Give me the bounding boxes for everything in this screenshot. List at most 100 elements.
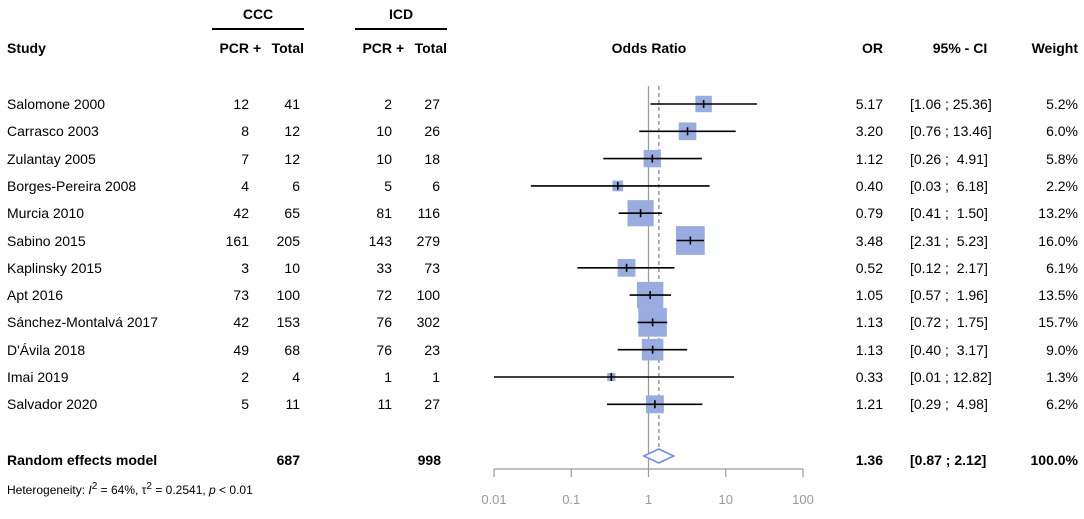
ccc-pcr-cell: 42 <box>233 205 249 221</box>
or-cell: 5.17 <box>855 96 883 112</box>
icd-total-cell: 100 <box>416 287 440 303</box>
ccc-total-cell: 12 <box>284 151 300 167</box>
icd-pcr-cell: 5 <box>384 178 392 194</box>
summary-ci: [0.87 ; 2.12] <box>910 452 987 468</box>
ccc-pcr-cell: 161 <box>225 233 249 249</box>
het-i2-sup: 2 <box>91 481 98 492</box>
or-cell: 0.40 <box>855 178 883 194</box>
icd-pcr-cell: 2 <box>384 96 392 112</box>
icd-pcr-cell: 72 <box>376 287 392 303</box>
ccc-total-cell: 41 <box>284 96 300 112</box>
het-i2-value: = 64%, <box>97 483 142 497</box>
group-icd-label: ICD <box>388 6 414 22</box>
pooled-diamond <box>641 448 676 464</box>
icd-pcr-header: PCR <box>362 40 392 56</box>
study-name: D'Ávila 2018 <box>7 342 86 358</box>
ccc-pcr-cell: 42 <box>233 314 249 330</box>
study-name: Borges-Pereira 2008 <box>7 178 137 194</box>
summary-icd-total: 998 <box>417 452 441 468</box>
ci-cell: [0.03 ; 6.18] <box>910 178 988 194</box>
ci-cell: [0.12 ; 2.17] <box>910 260 988 276</box>
study-name: Sabino 2015 <box>7 233 86 249</box>
study-name: Murcia 2010 <box>7 205 85 221</box>
ccc-pcr-header: PCR <box>219 40 249 56</box>
ccc-total-cell: 100 <box>276 287 300 303</box>
ccc-total-cell: 11 <box>285 396 300 412</box>
x-tick-label: 100 <box>792 492 814 507</box>
ci-cell: [0.40 ; 3.17] <box>910 342 988 358</box>
ci-cell: [0.41 ; 1.50] <box>910 205 988 221</box>
study-name: Kaplinsky 2015 <box>7 260 102 276</box>
study-name: Carrasco 2003 <box>7 123 99 139</box>
icd-total-header: Total <box>414 40 447 56</box>
weight-cell: 2.2% <box>1046 178 1078 194</box>
study-header: Study <box>7 40 46 56</box>
het-p-symbol: p <box>209 483 216 497</box>
weight-cell: 1.3% <box>1046 369 1078 385</box>
ci-cell: [0.01 ; 12.82] <box>910 369 992 385</box>
study-name: Salvador 2020 <box>7 396 98 412</box>
weight-header: Weight <box>1031 40 1078 56</box>
weight-cell: 13.5% <box>1038 287 1078 303</box>
het-tau2-value: = 0.2541, <box>151 483 210 497</box>
ccc-total-header: Total <box>271 40 304 56</box>
icd-total-cell: 18 <box>424 151 440 167</box>
ccc-pcr-cell: 5 <box>241 396 249 412</box>
weight-cell: 5.8% <box>1046 151 1078 167</box>
weight-cell: 13.2% <box>1038 205 1078 221</box>
ccc-pcr-cell: 73 <box>233 287 249 303</box>
or-cell: 0.52 <box>855 260 883 276</box>
het-i2-symbol: I <box>88 483 92 497</box>
icd-total-cell: 116 <box>417 205 440 221</box>
icd-total-cell: 6 <box>432 178 440 194</box>
ci-header: 95% - CI <box>932 40 988 56</box>
summary-weight: 100.0% <box>1030 452 1078 468</box>
or-header: OR <box>862 40 883 56</box>
weight-cell: 9.0% <box>1046 342 1078 358</box>
heterogeneity-text: Heterogeneity: I2 = 64%, τ2 = 0.2541, p … <box>7 481 253 497</box>
ci-cell: [2.31 ; 5.23] <box>910 233 988 249</box>
icd-pcr-cell: 76 <box>376 342 392 358</box>
or-cell: 1.13 <box>855 314 883 330</box>
icd-total-cell: 27 <box>424 96 440 112</box>
icd-pcr-cell: 11 <box>377 396 392 412</box>
ccc-pcr-cell: 49 <box>233 342 249 358</box>
icd-total-cell: 302 <box>416 314 440 330</box>
study-name: Salomone 2000 <box>7 96 106 112</box>
ccc-total-cell: 205 <box>276 233 300 249</box>
icd-plus-header: + <box>396 40 405 56</box>
summary-label: Random effects model <box>7 452 158 468</box>
ci-cell: [0.72 ; 1.75] <box>910 314 988 330</box>
ccc-total-cell: 10 <box>284 260 300 276</box>
ccc-total-cell: 153 <box>276 314 300 330</box>
weight-cell: 15.7% <box>1038 314 1078 330</box>
ccc-total-cell: 65 <box>284 205 300 221</box>
ccc-total-cell: 68 <box>284 342 300 358</box>
x-tick-label: 10 <box>719 492 733 507</box>
group-ccc-label: CCC <box>242 6 274 22</box>
weight-cell: 6.1% <box>1046 260 1078 276</box>
x-tick-label: 0.1 <box>562 492 580 507</box>
het-tau2-sup: 2 <box>146 481 152 492</box>
study-name: Apt 2016 <box>7 287 64 303</box>
ccc-pcr-cell: 7 <box>241 151 249 167</box>
or-cell: 1.13 <box>855 342 883 358</box>
ccc-total-cell: 6 <box>292 178 300 194</box>
het-prefix: Heterogeneity: <box>7 483 89 497</box>
or-cell: 3.48 <box>855 233 883 249</box>
group-ccc-rule <box>212 28 304 30</box>
study-name: Imai 2019 <box>7 369 69 385</box>
icd-pcr-cell: 76 <box>376 314 392 330</box>
summary-or: 1.36 <box>855 452 883 468</box>
weight-cell: 6.2% <box>1046 396 1078 412</box>
ccc-pcr-cell: 12 <box>233 96 249 112</box>
group-icd-rule <box>355 28 447 30</box>
x-tick-label: 0.01 <box>481 492 506 507</box>
weight-cell: 5.2% <box>1046 96 1078 112</box>
ccc-pcr-cell: 3 <box>241 260 249 276</box>
summary-ccc-total: 687 <box>276 452 300 468</box>
or-cell: 1.21 <box>855 396 883 412</box>
ccc-pcr-cell: 4 <box>241 178 249 194</box>
x-tick-label: 1 <box>645 492 652 507</box>
